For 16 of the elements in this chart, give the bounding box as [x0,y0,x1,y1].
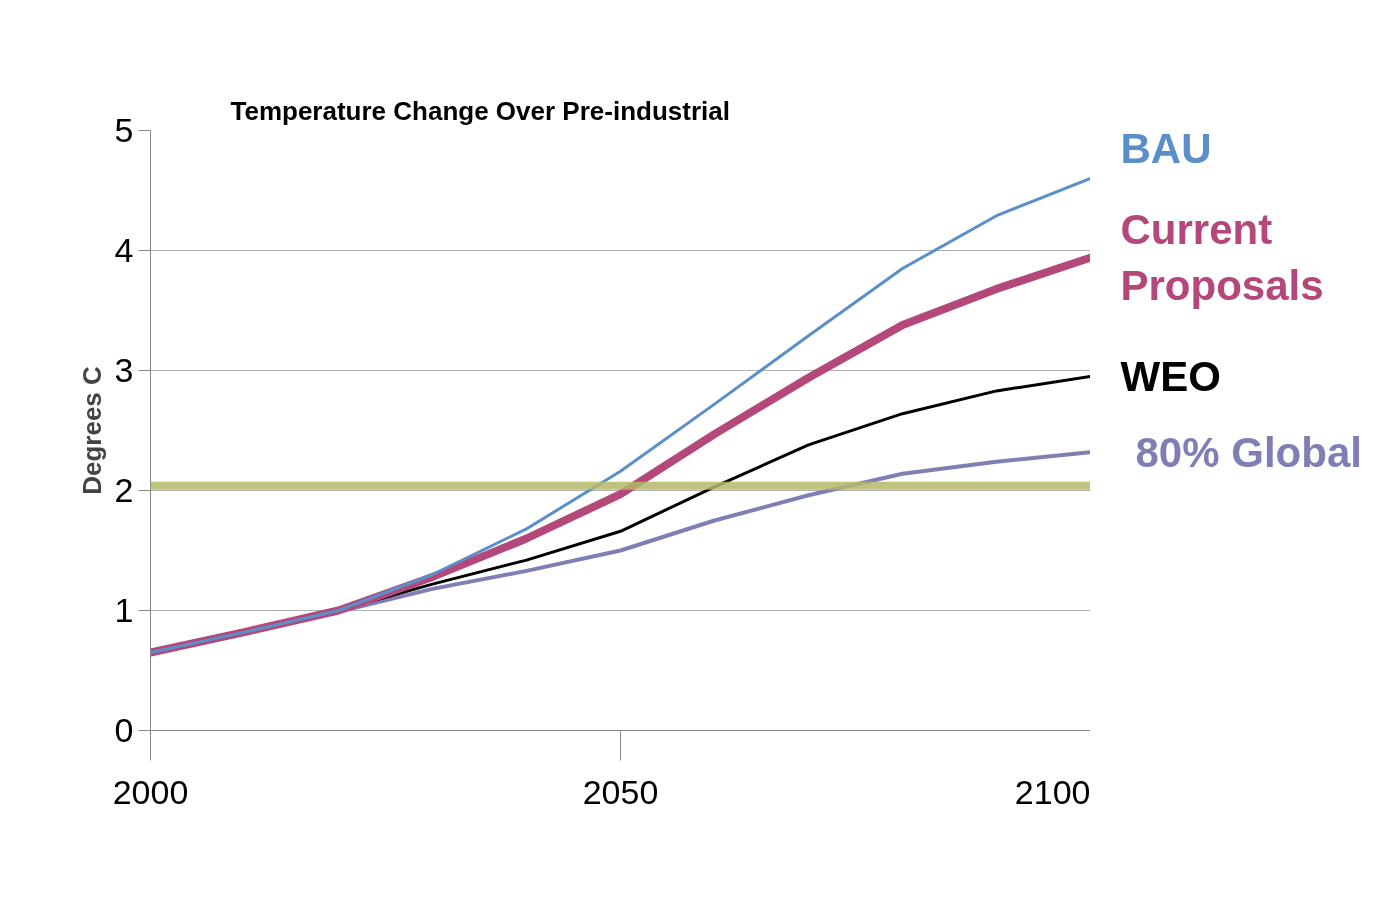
y-tick-label: 1 [114,591,134,629]
series-label: Current Proposals [1120,206,1324,310]
y-axis-title: Degrees C [76,365,107,495]
chart-title: Temperature Change Over Pre-industrial [230,95,730,126]
x-tick-label: 2000 [112,772,189,811]
x-tick-label: 2050 [582,772,659,811]
series-label: 80% Global [1135,428,1362,476]
y-tick-label: 5 [114,111,134,149]
y-tick-label: 0 [114,711,134,749]
y-tick-label: 3 [114,351,134,389]
line-series [150,177,1090,654]
y-tick-label: 2 [114,471,134,509]
x-tick-label: 2100 [1014,772,1091,811]
series-label: WEO [1120,353,1221,400]
y-tick-label: 4 [114,231,134,269]
series-label: BAU [1120,125,1212,172]
